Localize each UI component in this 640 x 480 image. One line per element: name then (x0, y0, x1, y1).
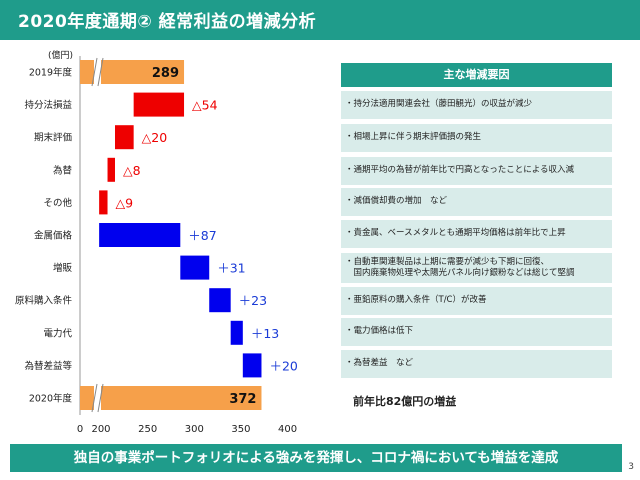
data-label: △54 (192, 98, 218, 113)
bar-increase (242, 353, 262, 378)
axis-break-mark (91, 383, 98, 413)
banner-text: 独自の事業ポートフォリオによる強みを発揮し、コロナ禍においても増益を達成 (73, 450, 559, 466)
category-label: 持分法損益 (24, 99, 72, 111)
x-tick-label: 0 (77, 424, 83, 435)
data-label: ＋13 (251, 326, 279, 341)
factor-item: ・持分法適用関連会社（藤田観光）の収益が減少 (341, 91, 612, 121)
bar-increase (180, 255, 210, 280)
x-tick-label: 350 (231, 424, 250, 435)
axis-break-mark (91, 57, 98, 87)
axis-break-mark (97, 383, 104, 413)
bar-increase (230, 320, 243, 345)
data-label: ＋31 (217, 261, 245, 276)
bar-total (80, 386, 262, 410)
data-label: ＋23 (239, 293, 267, 308)
category-label: 2020年度 (29, 393, 73, 405)
x-tick-label: 200 (91, 424, 110, 435)
factor-item: ・減価償却費の増加 など (341, 188, 612, 218)
x-tick-label: 250 (138, 424, 157, 435)
category-label: 増販 (53, 262, 73, 274)
bottom-banner: 独自の事業ポートフォリオによる強みを発揮し、コロナ禍においても増益を達成 (10, 444, 622, 472)
data-label: 289 (152, 66, 179, 81)
data-label: ＋20 (269, 358, 297, 373)
factor-item: ・貴金属、ベースメタルとも通期平均価格は前年比で上昇 (341, 220, 612, 250)
bar-decrease (107, 157, 115, 182)
waterfall-chart: 2019年度 289 持分法損益 △54 期末評価 △20 為替 △8 その他 △9 金属価格 ＋87… (15, 56, 298, 435)
page-number: 3 (628, 462, 634, 472)
factors-header: 主な増減要因 (341, 63, 612, 87)
bar-increase (209, 288, 231, 313)
factor-item: ・亜鉛原料の購入条件（T/C）が改善 (341, 287, 612, 317)
data-label: △8 (123, 163, 141, 178)
axis-break-gap (94, 384, 101, 412)
category-label: 電力代 (43, 327, 72, 339)
factor-item: ・為替差益 など (341, 350, 612, 380)
category-label: 原料購入条件 (15, 295, 73, 307)
bar-decrease (114, 125, 134, 150)
category-label: 為替 (53, 164, 73, 176)
axis-break-mark (97, 57, 104, 87)
factor-item: ・自動車関連製品は上期に需要が減少も下期に回復、 国内廃棄物処理や太陽光パネル向… (341, 253, 612, 285)
data-label: △9 (116, 195, 134, 210)
factor-item: ・相場上昇に伴う期末評価損の発生 (341, 124, 612, 154)
bar-increase (99, 223, 181, 247)
category-label: 為替差益等 (24, 360, 72, 372)
x-tick-label: 400 (278, 424, 297, 435)
x-tick-label: 300 (185, 424, 204, 435)
factor-item: ・電力価格は低下 (341, 318, 612, 348)
factor-item: ・通期平均の為替が前年比で円高となったことによる収入減 (341, 157, 612, 187)
category-label: 金属価格 (34, 230, 73, 242)
summary-text: 前年比82億円の増益 (353, 395, 457, 408)
title-bar: 2020年度通期② 経常利益の増減分析 (0, 0, 640, 40)
data-label: △20 (142, 130, 168, 145)
unit-label: (億円) (48, 51, 74, 61)
data-label: 372 (229, 392, 256, 407)
page-title: 2020年度通期② 経常利益の増減分析 (18, 12, 317, 32)
bar-decrease (99, 190, 108, 215)
category-label: 期末評価 (34, 132, 73, 144)
data-label: ＋87 (188, 228, 216, 243)
bar-decrease (133, 92, 185, 117)
axis-break-gap (94, 58, 101, 86)
category-label: 2019年度 (29, 67, 73, 79)
category-label: その他 (43, 197, 72, 209)
